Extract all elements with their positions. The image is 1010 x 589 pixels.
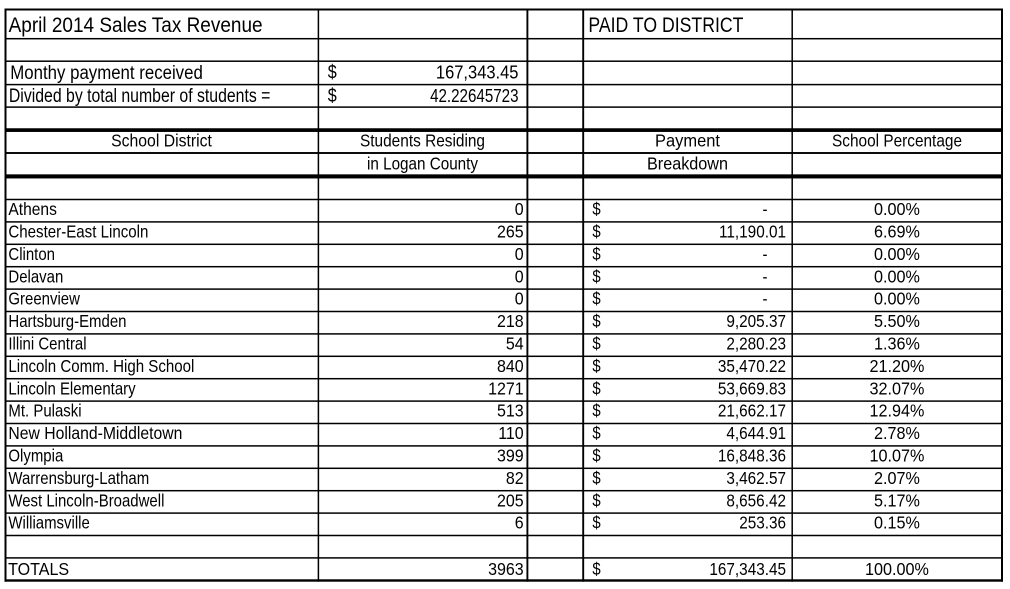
svg-text:in Logan County: in Logan County: [367, 153, 478, 173]
svg-text:School Percentage: School Percentage: [832, 131, 962, 151]
svg-text:$: $: [592, 222, 600, 242]
svg-text:3,462.57: 3,462.57: [726, 468, 786, 488]
svg-text:$: $: [592, 199, 600, 219]
svg-text:16,848.36: 16,848.36: [718, 446, 786, 466]
svg-text:$: $: [592, 244, 600, 264]
svg-text:$: $: [592, 490, 600, 510]
svg-text:$: $: [592, 334, 600, 354]
svg-text:Warrensburg-Latham: Warrensburg-Latham: [8, 468, 149, 488]
svg-text:$: $: [592, 401, 600, 421]
svg-text:12.94%: 12.94%: [870, 401, 925, 421]
svg-text:3963: 3963: [488, 559, 524, 579]
svg-text:West Lincoln-Broadwell: West Lincoln-Broadwell: [8, 490, 164, 510]
svg-text:205: 205: [497, 490, 524, 510]
svg-text:6: 6: [515, 513, 524, 533]
svg-text:Payment: Payment: [655, 131, 720, 151]
svg-text:New Holland-Middletown: New Holland-Middletown: [8, 423, 182, 443]
svg-text:$: $: [592, 468, 600, 488]
svg-text:Clinton: Clinton: [8, 244, 55, 264]
svg-text:21,662.17: 21,662.17: [718, 401, 786, 421]
svg-text:Mt. Pulaski: Mt. Pulaski: [8, 401, 81, 421]
svg-text:Lincoln Elementary: Lincoln Elementary: [8, 378, 135, 398]
svg-text:Hartsburg-Emden: Hartsburg-Emden: [8, 311, 126, 331]
svg-text:32.07%: 32.07%: [870, 378, 925, 398]
svg-text:TOTALS: TOTALS: [8, 559, 69, 579]
svg-text:Greenview: Greenview: [8, 289, 80, 309]
svg-text:399: 399: [497, 446, 524, 466]
svg-text:April 2014 Sales Tax Revenue: April 2014 Sales Tax Revenue: [9, 14, 263, 37]
svg-text:840: 840: [497, 356, 524, 376]
svg-text:Delavan: Delavan: [8, 266, 63, 286]
svg-text:$: $: [592, 266, 600, 286]
svg-text:9,205.37: 9,205.37: [726, 311, 786, 331]
svg-text:$: $: [328, 63, 337, 84]
svg-text:218: 218: [497, 311, 524, 331]
svg-text:1271: 1271: [488, 378, 524, 398]
svg-text:0.00%: 0.00%: [874, 244, 920, 264]
svg-text:0.15%: 0.15%: [874, 513, 920, 533]
svg-text:Monthy payment received: Monthy payment received: [10, 63, 203, 84]
svg-text:54: 54: [506, 334, 524, 354]
svg-text:35,470.22: 35,470.22: [718, 356, 786, 376]
svg-text:265: 265: [497, 222, 524, 242]
svg-text:82: 82: [506, 468, 524, 488]
svg-text:Breakdown: Breakdown: [647, 153, 728, 173]
svg-text:5.50%: 5.50%: [874, 311, 920, 331]
svg-text:0: 0: [515, 266, 524, 286]
svg-text:$: $: [328, 86, 337, 107]
svg-text:-: -: [763, 289, 768, 309]
svg-text:21.20%: 21.20%: [870, 356, 925, 376]
svg-text:167,343.45: 167,343.45: [709, 559, 786, 579]
svg-text:Chester-East Lincoln: Chester-East Lincoln: [8, 222, 148, 242]
svg-text:$: $: [592, 423, 600, 443]
svg-text:PAID TO DISTRICT: PAID TO DISTRICT: [588, 14, 743, 37]
svg-text:-: -: [763, 199, 768, 219]
svg-text:2.07%: 2.07%: [874, 468, 920, 488]
svg-text:11,190.01: 11,190.01: [719, 222, 786, 242]
svg-text:$: $: [592, 289, 600, 309]
svg-text:Illini Central: Illini Central: [8, 334, 86, 354]
svg-text:2,280.23: 2,280.23: [726, 334, 786, 354]
svg-text:6.69%: 6.69%: [874, 222, 920, 242]
svg-text:0.00%: 0.00%: [874, 199, 920, 219]
svg-text:0: 0: [515, 199, 524, 219]
svg-text:$: $: [592, 446, 600, 466]
svg-text:$: $: [592, 356, 600, 376]
svg-text:-: -: [763, 266, 768, 286]
svg-text:Divided by total number of stu: Divided by total number of students =: [9, 86, 271, 107]
svg-text:5.17%: 5.17%: [874, 490, 920, 510]
svg-text:110: 110: [498, 423, 524, 443]
svg-text:100.00%: 100.00%: [865, 559, 929, 579]
svg-text:513: 513: [497, 401, 524, 421]
svg-text:167,343.45: 167,343.45: [436, 63, 519, 83]
svg-text:School District: School District: [111, 131, 212, 151]
svg-text:Lincoln Comm. High School: Lincoln Comm. High School: [8, 356, 194, 376]
svg-text:0: 0: [515, 244, 524, 264]
svg-text:42.22645723: 42.22645723: [430, 86, 518, 106]
svg-text:$: $: [592, 559, 600, 579]
svg-text:10.07%: 10.07%: [870, 446, 925, 466]
svg-text:Athens: Athens: [8, 199, 57, 219]
svg-text:$: $: [592, 378, 600, 398]
svg-text:Students Residing: Students Residing: [360, 131, 485, 151]
svg-text:4,644.91: 4,644.91: [726, 423, 786, 443]
svg-text:0.00%: 0.00%: [874, 266, 920, 286]
svg-text:8,656.42: 8,656.42: [726, 490, 786, 510]
svg-text:0: 0: [515, 289, 524, 309]
svg-text:$: $: [592, 513, 600, 533]
svg-text:1.36%: 1.36%: [874, 334, 920, 354]
svg-text:253.36: 253.36: [739, 513, 786, 533]
svg-text:2.78%: 2.78%: [874, 423, 920, 443]
svg-text:$: $: [592, 311, 600, 331]
svg-text:53,669.83: 53,669.83: [718, 378, 786, 398]
svg-text:Olympia: Olympia: [8, 446, 63, 466]
svg-text:0.00%: 0.00%: [874, 289, 920, 309]
svg-text:Williamsville: Williamsville: [8, 513, 89, 533]
svg-text:-: -: [763, 244, 768, 264]
